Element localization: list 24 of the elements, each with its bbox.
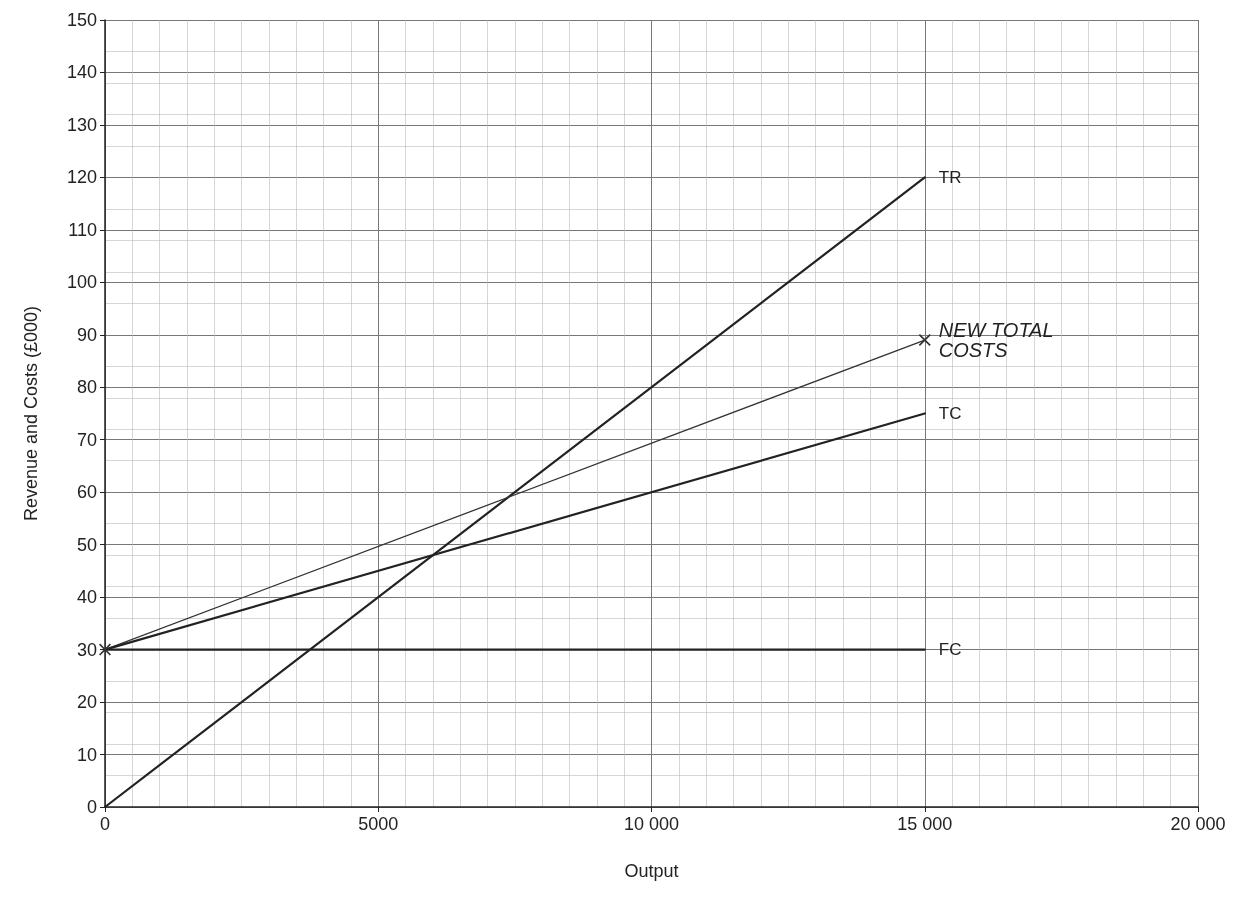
y-tick-label: 20 [76, 692, 97, 713]
x-tick-label: 10 000 [623, 814, 680, 834]
y-tick-label: 150 [66, 10, 97, 30]
y-tick-label: 130 [66, 114, 97, 135]
y-axis-title: Revenue and Costs (£000) [21, 305, 41, 522]
y-tick-label: 140 [66, 62, 97, 83]
y-tick-label: 70 [76, 429, 97, 450]
x-tick-label: 5000 [358, 814, 399, 834]
y-tick-label: 10 [76, 744, 97, 765]
x-tick-label: 15 000 [897, 814, 953, 834]
x-tick-label: 20 000 [1170, 814, 1226, 834]
y-tick-label: 110 [68, 219, 97, 240]
y-tick-label: 50 [76, 534, 97, 555]
y-tick-label: 120 [66, 167, 97, 188]
y-tick-label: 100 [66, 272, 97, 293]
y-tick-label: 90 [76, 324, 97, 345]
y-tick-label: 60 [76, 482, 97, 503]
y-tick-label: 30 [76, 639, 97, 660]
y-tick-label: 40 [76, 587, 97, 608]
y-tick-label: 0 [86, 797, 97, 817]
y-tick-label: 80 [76, 377, 97, 398]
series-label: TC [938, 404, 962, 423]
x-axis-title: Output [624, 861, 679, 881]
x-tick-label: 0 [99, 814, 111, 834]
